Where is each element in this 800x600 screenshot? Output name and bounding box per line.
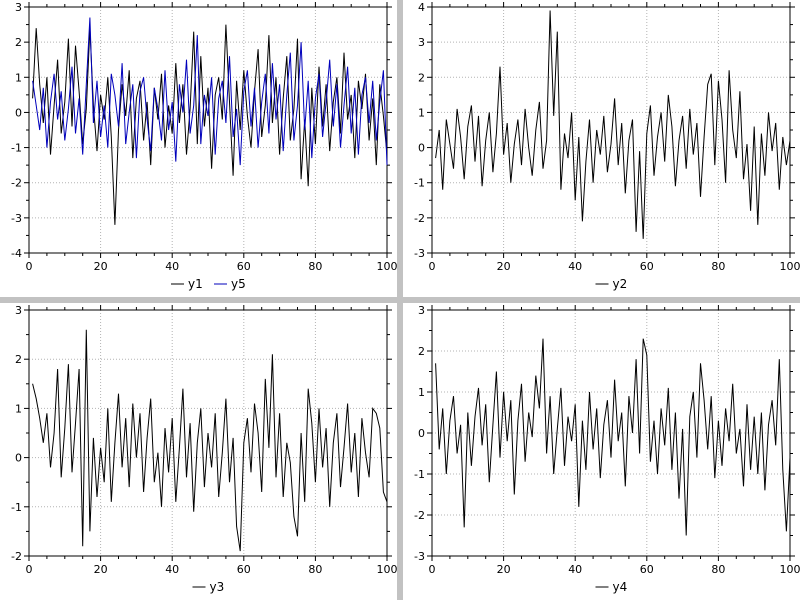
y-tick-label: 1 — [418, 106, 425, 119]
series-line-y3 — [32, 329, 388, 552]
y-tick-label: 0 — [15, 452, 22, 465]
chart-canvas-y3: 0 20 40 60 80 100 -2 -1 0 1 2 3 y3 — [11, 304, 398, 594]
legend-label-y1: y1 — [188, 277, 203, 291]
chart-canvas-y1-y5: 0 20 40 60 80 100 -4 -3 -2 -1 0 1 2 3 y1 y5 — [11, 1, 398, 291]
subplot-y4: 0 20 40 60 80 100 -3 -2 -1 0 1 2 3 y4 — [403, 303, 800, 600]
y-tick-label: 2 — [418, 71, 425, 84]
subplot-y2: 0 20 40 60 80 100 -3 -2 -1 0 1 2 3 4 y2 — [403, 0, 800, 297]
x-tick-label: 20 — [497, 260, 511, 273]
y-tick-label: 3 — [418, 36, 425, 49]
x-tick-label: 0 — [26, 563, 33, 576]
y-tick-label: 2 — [418, 345, 425, 358]
legend-label-y5: y5 — [231, 277, 246, 291]
chart-canvas-y2: 0 20 40 60 80 100 -3 -2 -1 0 1 2 3 4 y2 — [414, 1, 800, 291]
y-tick-label: -1 — [11, 142, 22, 155]
y-tick-label: 0 — [418, 142, 425, 155]
x-tick-label: 20 — [94, 563, 108, 576]
x-tick-label: 100 — [780, 260, 800, 273]
x-tick-label: 60 — [640, 563, 654, 576]
x-tick-label: 0 — [429, 260, 436, 273]
plot-frame — [28, 6, 388, 254]
y-tick-label: -2 — [11, 177, 22, 190]
y-tick-label: -3 — [11, 212, 22, 225]
x-tick-label: 0 — [26, 260, 33, 273]
x-tick-label: 40 — [568, 260, 582, 273]
y-tick-label: -3 — [414, 247, 425, 260]
x-tick-label: 80 — [308, 260, 322, 273]
y-tick-label: 1 — [15, 71, 22, 84]
legend-label-y2: y2 — [613, 277, 628, 291]
subplot-y3: 0 20 40 60 80 100 -2 -1 0 1 2 3 y3 — [0, 303, 397, 600]
y-tick-label: -1 — [11, 501, 22, 514]
y-tick-label: -2 — [11, 550, 22, 563]
y-tick-label: 1 — [15, 402, 22, 415]
plot-frame — [431, 6, 791, 254]
chart-canvas-y4: 0 20 40 60 80 100 -3 -2 -1 0 1 2 3 y4 — [414, 304, 800, 594]
x-tick-label: 60 — [237, 260, 251, 273]
y-tick-label: 0 — [418, 427, 425, 440]
x-tick-label: 80 — [308, 563, 322, 576]
y-tick-label: -2 — [414, 509, 425, 522]
series-line-y4 — [435, 338, 791, 536]
x-tick-label: 40 — [165, 563, 179, 576]
legend-label-y3: y3 — [210, 580, 225, 594]
y-tick-label: 1 — [418, 386, 425, 399]
y-tick-label: -2 — [414, 212, 425, 225]
x-tick-label: 100 — [780, 563, 800, 576]
y-tick-label: 4 — [418, 1, 425, 14]
plot-frame — [431, 309, 791, 557]
y-tick-label: -1 — [414, 468, 425, 481]
x-tick-label: 40 — [568, 563, 582, 576]
y-tick-label: 3 — [15, 304, 22, 317]
series-line-y2 — [435, 10, 791, 239]
y-tick-label: 3 — [15, 1, 22, 14]
x-tick-label: 20 — [497, 563, 511, 576]
x-tick-label: 60 — [237, 563, 251, 576]
y-tick-label: -3 — [414, 550, 425, 563]
x-tick-label: 80 — [711, 563, 725, 576]
y-tick-label: 3 — [418, 304, 425, 317]
x-tick-label: 60 — [640, 260, 654, 273]
subplot-y1-y5: 0 20 40 60 80 100 -4 -3 -2 -1 0 1 2 3 y1 y5 — [0, 0, 397, 297]
series-line-y5 — [32, 17, 388, 166]
y-tick-label: 0 — [15, 106, 22, 119]
legend-label-y4: y4 — [613, 580, 628, 594]
x-tick-label: 80 — [711, 260, 725, 273]
x-tick-label: 100 — [377, 260, 398, 273]
x-tick-label: 0 — [429, 563, 436, 576]
plot-frame — [28, 309, 388, 557]
y-tick-label: 2 — [15, 353, 22, 366]
x-tick-label: 20 — [94, 260, 108, 273]
y-tick-label: -4 — [11, 247, 22, 260]
y-tick-label: 2 — [15, 36, 22, 49]
x-tick-label: 40 — [165, 260, 179, 273]
x-tick-label: 100 — [377, 563, 398, 576]
y-tick-label: -1 — [414, 177, 425, 190]
